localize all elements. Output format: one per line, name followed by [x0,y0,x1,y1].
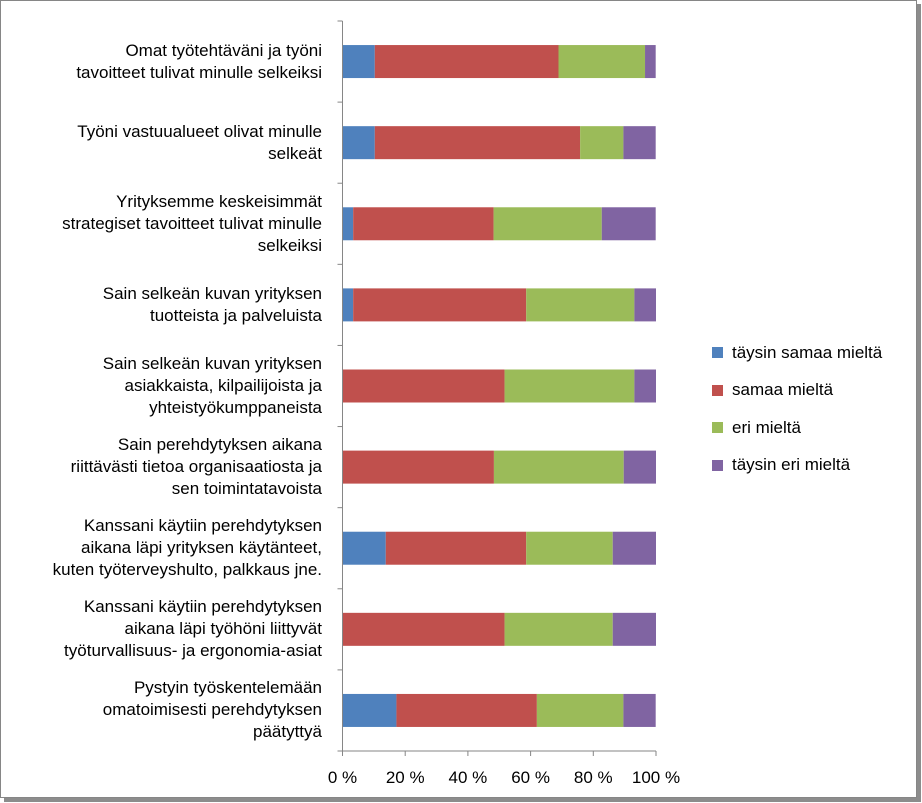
category-label-line: strategiset tavoitteet tulivat minulle [62,213,322,233]
bar-segment-9-series-3 [536,693,624,727]
category-label: Sain selkeän kuvan yrityksen asiakkaista,… [10,353,322,419]
x-tick-label: 60 % [511,768,550,787]
category-label-line: aikana läpi yrityksen käytänteet, [81,538,322,558]
bar-segment-1-series-2 [374,45,559,79]
bar-segment-7-series-3 [526,531,613,565]
bar-segment-2-series-3 [580,126,624,160]
legend-item: eri mieltä [712,409,882,447]
category-label-line: asiakkaista, kilpailijoista ja [124,376,322,395]
bar-segment-6-series-2 [342,450,494,484]
legend-swatch [712,422,723,434]
category-label-line: Sain perehdytyksen aikana [117,435,322,455]
category-label-line: aikana läpi työhöni liittyvät [124,619,322,639]
bar-segment-8-series-3 [504,612,613,646]
x-tick-label: 20 % [386,768,425,787]
category-label-line: Kanssani käytiin perehdytyksen [83,516,322,536]
legend-label: samaa mieltä [732,380,834,400]
x-tick-label: 0 % [328,768,357,787]
bar-segment-8-series-4 [612,612,656,646]
category-label: Yrityksemme keskeisimmät strategiset tavo… [10,191,322,257]
bar-segment-5-series-3 [504,369,635,403]
bar-segment-2-series-2 [374,126,581,160]
bar-segment-4-series-3 [526,288,635,322]
bar-segment-3-series-1 [342,207,354,241]
bar-segment-2-series-4 [623,126,656,160]
category-label-line: Kanssani käytiin perehdytyksen [83,597,322,617]
category-label: Pystyin työskentelemään omatoimisesti per… [10,677,322,743]
legend-item: samaa mieltä [712,372,882,410]
category-label-line: päätyttyä [253,722,322,742]
bar-segment-1-series-3 [558,45,646,79]
category-label-line: yhteistyökumppaneista [149,398,322,417]
category-label: Kanssani käytiin perehdytyksen aikana läp… [10,515,322,581]
category-label-line: työturvallisuus- ja ergonomia-asiat [64,641,322,661]
category-label: Kanssani käytiin perehdytyksen aikana läp… [10,596,322,662]
x-tick-label: 40 % [449,768,488,787]
category-label-line: Omat työtehtäväni ja työni [125,40,322,60]
category-label-line: Pystyin työskentelemään [133,678,322,698]
bar-segment-5-series-4 [634,369,656,403]
legend: täysin samaa mieltä samaa mieltä eri mielt… [712,334,882,484]
category-label-line: selkeiksi [257,235,322,255]
bar-segment-9-series-4 [623,693,656,727]
category-label: Sain perehdytyksen aikana riittävästi tie… [10,434,322,500]
bar-segment-1-series-4 [645,45,656,79]
category-label: Työni vastuualueet olivat minulle selkeät [10,121,322,165]
bar-segment-4-series-1 [342,288,354,322]
category-label-line: riittävästi tietoa organisaatiosta ja [70,457,322,477]
legend-swatch [712,347,723,359]
bar-segment-6-series-3 [493,450,624,484]
bar-segment-5-series-2 [342,369,505,403]
legend-swatch [712,459,723,471]
category-label: Sain selkeän kuvan yrityksen tuotteista j… [10,283,322,327]
legend-label: täysin samaa mieltä [732,342,883,362]
legend-label: eri mieltä [732,417,801,437]
category-label: Omat työtehtäväni ja työni tavoitteet tul… [10,40,322,84]
bar-segment-2-series-1 [342,126,375,160]
bar-segment-1-series-1 [342,45,375,79]
x-tick-label: 80 % [574,768,613,787]
category-label-line: omatoimisesti perehdytyksen [102,700,322,720]
bar-segment-7-series-4 [612,531,656,565]
bar-segment-9-series-1 [342,693,397,727]
legend-item: täysin eri mieltä [712,447,882,485]
category-label-line: Työni vastuualueet olivat minulle [77,121,322,141]
category-label-line: kuten työterveyshulto, palkkaus jne. [52,560,322,580]
category-label-line: Yrityksemme keskeisimmät [116,191,322,211]
legend-swatch [712,384,723,396]
bar-segment-6-series-4 [623,450,656,484]
bar-segment-7-series-1 [342,531,386,565]
x-tick-label: 100 % [632,768,680,787]
category-label-line: selkeät [268,143,322,163]
category-label-line: tuotteista ja palveluista [150,305,322,325]
legend-label: täysin eri mieltä [732,455,851,475]
bar-segment-3-series-2 [353,207,494,241]
category-label-line: tavoitteet tulivat minulle selkeiksi [76,62,322,82]
bar-segment-4-series-4 [634,288,656,322]
bar-segment-3-series-4 [601,207,656,241]
bar-segment-9-series-2 [396,693,537,727]
bar-segment-4-series-2 [353,288,527,322]
bar-segment-3-series-3 [493,207,602,241]
legend-item: täysin samaa mieltä [712,334,882,372]
bar-segment-8-series-2 [342,612,505,646]
category-label-line: Sain selkeän kuvan yrityksen [102,283,322,303]
category-label-line: Sain selkeän kuvan yrityksen [102,354,322,373]
bar-segment-7-series-2 [385,531,527,565]
category-label-line: sen toimintatavoista [171,479,322,499]
